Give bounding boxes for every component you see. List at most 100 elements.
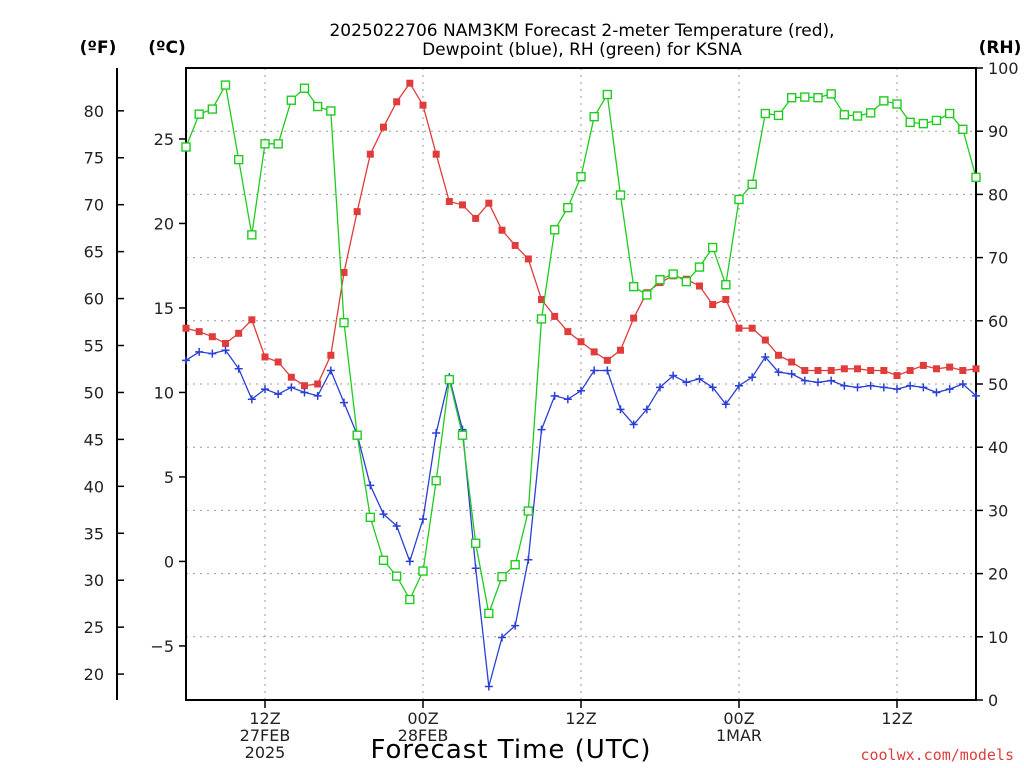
celsius-tick-label: 15	[154, 299, 174, 318]
rh-point	[484, 608, 494, 619]
temperature-point	[538, 296, 545, 304]
rh-point	[497, 572, 507, 582]
dewpoint-point	[932, 388, 941, 397]
temperature-point	[274, 358, 282, 366]
data-series	[181, 79, 981, 691]
dewpoint-point	[550, 391, 559, 400]
rh-point	[694, 262, 705, 272]
temperature-point	[893, 372, 901, 380]
dewpoint-point	[774, 368, 783, 377]
rh-point	[220, 80, 231, 90]
dewpoint-point	[879, 383, 888, 392]
rh-tick-label: 90	[988, 122, 1008, 141]
dewpoint-point	[972, 391, 980, 400]
dewpoint-point	[761, 352, 770, 361]
temperature-point	[314, 380, 322, 388]
rh-tick-label: 40	[988, 438, 1008, 457]
temperature-point	[327, 351, 335, 359]
dewpoint-point	[853, 383, 862, 392]
time-tick-label: 27FEB	[240, 726, 291, 745]
dewpoint-point	[629, 420, 638, 429]
rh-tick-label: 30	[988, 501, 1008, 520]
dewpoint-point	[748, 373, 757, 382]
temperature-point	[788, 358, 796, 366]
time-tick-label: 12Z	[881, 709, 912, 728]
temperature-point	[761, 336, 769, 344]
fahrenheit-tick-label: 40	[84, 477, 104, 496]
dewpoint-point	[182, 356, 190, 365]
dewpoint-point	[524, 555, 533, 564]
rh-point	[339, 317, 349, 328]
rh-point	[813, 93, 823, 103]
fahrenheit-tick-label: 65	[84, 243, 104, 262]
rh-tick-label: 10	[988, 628, 1008, 647]
rh-point	[707, 242, 718, 253]
dewpoint-point	[195, 347, 204, 356]
dewpoint-point	[484, 682, 493, 691]
rh-point	[931, 115, 942, 126]
temperature-point	[775, 351, 782, 359]
temperature-point	[577, 338, 585, 346]
temperature-point	[498, 226, 506, 234]
temperature-point	[248, 316, 256, 324]
temperature-point	[748, 324, 756, 332]
celsius-tick-label: 25	[154, 130, 174, 149]
dewpoint-point	[326, 366, 335, 375]
temperature-point	[419, 101, 427, 109]
dewpoint-point	[537, 425, 546, 434]
rh-point	[905, 117, 915, 128]
rh-point	[576, 172, 586, 182]
temperature-point	[814, 366, 822, 374]
rh-point	[971, 172, 981, 183]
dewpoint-point	[721, 400, 730, 409]
axis-ticks: −505101520252025303540455055606570758001…	[84, 59, 1019, 762]
fahrenheit-tick-label: 25	[84, 618, 104, 637]
temperature-point	[511, 241, 519, 249]
rh-tick-label: 60	[988, 312, 1008, 331]
rh-point	[628, 281, 639, 292]
rh-point	[444, 374, 455, 385]
temperature-point	[235, 329, 243, 337]
rh-point	[800, 92, 810, 102]
temperature-point	[393, 98, 401, 106]
temperature-point	[195, 328, 203, 336]
temperature-point	[709, 301, 717, 309]
chart-subtitle: Dewpoint (blue), RH (green) for KSNA	[422, 40, 742, 60]
rh-point	[418, 566, 428, 576]
dewpoint-point	[300, 388, 309, 397]
rh-point	[194, 109, 204, 119]
fahrenheit-tick-label: 60	[84, 290, 104, 309]
dewpoint-point	[379, 510, 388, 519]
fahrenheit-unit-label: (ºF)	[80, 38, 117, 58]
celsius-tick-label: 20	[154, 214, 174, 233]
dewpoint-point	[958, 380, 967, 388]
temperature-point	[946, 363, 954, 371]
dewpoint-point	[906, 381, 915, 390]
temperature-point	[696, 282, 703, 290]
temperature-point	[182, 324, 190, 332]
rh-point	[207, 104, 218, 114]
rh-point	[773, 110, 784, 121]
rh-point	[326, 106, 336, 116]
dewpoint-point	[669, 371, 678, 380]
rh-point	[286, 95, 297, 105]
temperature-point	[366, 150, 374, 158]
temperature-point	[380, 123, 387, 131]
temperature-point	[406, 79, 414, 87]
temperature-point	[208, 333, 216, 341]
rh-point	[918, 118, 929, 129]
dewpoint-point	[498, 633, 506, 642]
rh-point	[312, 101, 323, 112]
rh-tick-label: 50	[988, 375, 1008, 394]
credit-text: coolwx.com/models	[860, 746, 1014, 764]
dewpoint-point	[840, 381, 849, 390]
dewpoint-point	[866, 381, 875, 390]
dewpoint-point	[313, 391, 322, 400]
dewpoint-point	[221, 346, 230, 355]
dewpoint-point	[287, 383, 296, 392]
temperature-point	[735, 324, 743, 332]
rh-unit-label: (RH)	[979, 38, 1022, 58]
dewpoint-point	[656, 383, 664, 392]
temperature-point	[485, 199, 493, 207]
rh-point	[299, 83, 310, 93]
